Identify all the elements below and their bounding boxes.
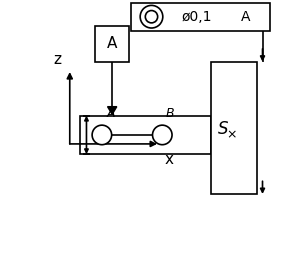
Bar [95,26,129,62]
Text: B: B [166,106,175,120]
Bar [211,62,257,194]
Text: z: z [53,52,61,67]
Circle shape [140,5,163,28]
Text: ×: × [226,128,237,141]
Text: A: A [107,106,116,120]
Bar [80,116,211,154]
Text: x: x [165,152,174,167]
Circle shape [92,125,112,145]
Circle shape [145,11,158,23]
Bar [131,3,270,31]
Circle shape [153,125,172,145]
Text: A: A [107,36,117,51]
Text: S: S [218,120,228,137]
Text: A: A [241,10,250,24]
Text: ø0,1: ø0,1 [182,10,212,24]
Polygon shape [108,107,117,114]
